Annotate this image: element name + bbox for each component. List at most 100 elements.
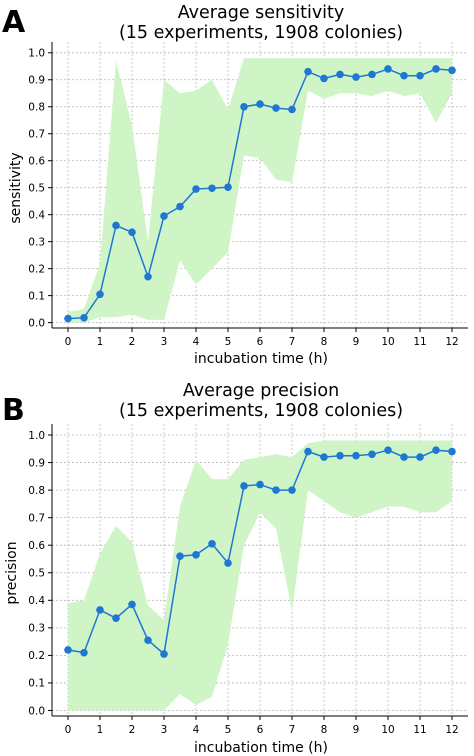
panel-b-y-tick-label: 0.7 (28, 512, 45, 524)
panel-a-x-tick-label: 0 (65, 336, 72, 348)
panel-b-ylabel: precision (4, 541, 20, 604)
panel-a-data-point (336, 70, 344, 79)
panel-b-x-tick-label: 10 (381, 724, 394, 736)
panel-b-y-tick-label: 0.4 (28, 595, 45, 607)
panel-b-data-point (352, 451, 360, 460)
panel-b-data-point (176, 552, 184, 561)
panel-b-y-tick-label: 0.8 (28, 485, 45, 497)
panel-b-data-point (304, 447, 312, 456)
panel-a-range-band (68, 58, 452, 323)
panel-a-data-point (368, 70, 376, 79)
panel-a-x-tick-label: 8 (321, 336, 328, 348)
panel-a-data-point (256, 100, 264, 108)
panel-b-data-point (320, 453, 328, 461)
panel-a-data-point (208, 184, 216, 193)
panel-b: B Average precision (15 experiments, 190… (2, 381, 468, 756)
panel-b-data-point (208, 540, 216, 548)
panel-a-data-point (272, 104, 280, 112)
panel-a-data-point (416, 71, 424, 80)
panel-b-y-tick-label: 0.0 (28, 705, 45, 717)
panel-a-data-point (400, 71, 408, 80)
panel-b-x-tick-label: 11 (413, 724, 426, 736)
panel-b-data-point (256, 480, 264, 489)
panel-a-y-tick-label: 0.6 (28, 156, 45, 168)
panel-a-y-tick-label: 0.2 (28, 263, 45, 275)
panel-a-data-point (352, 73, 360, 81)
panel-b-data-point (128, 600, 136, 609)
panel-a-x-tick-label: 11 (413, 336, 426, 348)
panel-a-x-tick-label: 2 (129, 336, 136, 348)
panel-b-data-point (336, 451, 344, 460)
panel-a-data-point (144, 272, 152, 281)
panel-b-label: B (2, 393, 25, 428)
panel-b-x-tick-label: 2 (129, 724, 136, 736)
panel-b-title: Average precision (183, 381, 339, 401)
panel-a-data-point (80, 313, 88, 322)
panel-b-x-tick-label: 6 (257, 724, 264, 736)
panel-a-y-tick-label: 0.1 (28, 290, 45, 302)
panel-b-y-tick-label: 0.1 (28, 678, 45, 690)
panel-a: A Average sensitivity (15 experiments, 1… (2, 3, 468, 367)
panel-b-data-point (368, 450, 376, 459)
panel-b-data-point (272, 486, 280, 494)
panel-a-y-tick-label: 0.8 (28, 102, 45, 114)
panel-b-data-point (96, 606, 104, 614)
panel-a-x-tick-label: 7 (289, 336, 296, 348)
panel-b-data-point (288, 486, 296, 494)
panel-b-x-tick-label: 7 (289, 724, 296, 736)
panel-b-data-point (432, 446, 440, 454)
panel-b-x-tick-label: 5 (225, 724, 232, 736)
panel-a-xlabel: incubation time (h) (194, 351, 328, 367)
panel-a-y-tick-label: 0.5 (28, 182, 45, 194)
panel-a-ylabel: sensitivity (8, 152, 24, 223)
panel-b-data-point (224, 559, 232, 567)
panel-a-x-tick-label: 12 (445, 336, 458, 348)
panel-b-y-tick-label: 0.5 (28, 568, 45, 580)
panel-a-data-point (112, 221, 120, 230)
panel-b-data-point (160, 650, 168, 658)
panel-a-data-point (176, 202, 184, 211)
panel-a-label: A (2, 5, 26, 40)
panel-b-y-tick-label: 1.0 (28, 430, 45, 442)
panel-b-data-point (448, 447, 456, 456)
panel-a-x-tick-label: 6 (257, 336, 264, 348)
panel-b-data-point (416, 453, 424, 461)
panel-a-data-point (192, 185, 200, 193)
panel-a-data-point (384, 65, 392, 73)
panel-b-x-tick-label: 4 (193, 724, 200, 736)
panel-a-subtitle: (15 experiments, 1908 colonies) (119, 23, 403, 43)
panel-b-x-tick-label: 9 (353, 724, 360, 736)
panel-a-y-tick-label: 0.0 (28, 317, 45, 329)
panel-b-data-point (400, 453, 408, 461)
panel-b-data-point (384, 446, 392, 454)
panel-a-data-point (320, 74, 328, 83)
panel-a-y-tick-label: 1.0 (28, 48, 45, 60)
panel-a-y-tick-label: 0.9 (28, 75, 45, 87)
panel-b-plot: 0 1 2 3 4 5 6 7 8 9 10 11 120.00.10.20.30.40.50.60.7… (28, 424, 468, 736)
panel-b-x-tick-label: 8 (321, 724, 328, 736)
panel-a-data-point (224, 183, 232, 191)
panel-b-y-tick-label: 0.2 (28, 650, 45, 662)
panel-b-subtitle: (15 experiments, 1908 colonies) (119, 401, 403, 421)
panel-a-y-tick-label: 0.3 (28, 236, 45, 248)
panel-b-xlabel: incubation time (h) (194, 740, 328, 756)
panel-a-data-point (160, 212, 168, 220)
panel-a-x-tick-label: 5 (225, 336, 232, 348)
panel-a-data-point (448, 66, 456, 75)
panel-b-data-point (240, 482, 248, 490)
panel-a-x-tick-label: 10 (381, 336, 394, 348)
panel-b-y-tick-label: 0.6 (28, 540, 45, 552)
panel-b-x-tick-label: 0 (65, 724, 72, 736)
panel-b-x-tick-label: 3 (161, 724, 168, 736)
panel-a-data-point (128, 228, 136, 237)
panel-a-y-tick-label: 0.7 (28, 129, 45, 141)
panel-b-data-point (80, 648, 88, 657)
panel-a-x-tick-label: 4 (193, 336, 200, 348)
panel-a-x-tick-label: 1 (97, 336, 104, 348)
panel-b-data-point (64, 646, 72, 654)
panel-b-x-tick-label: 1 (97, 724, 104, 736)
panel-a-title: Average sensitivity (178, 3, 345, 23)
panel-b-y-tick-label: 0.3 (28, 623, 45, 635)
panel-b-data-point (192, 551, 200, 559)
panel-b-y-tick-label: 0.9 (28, 457, 45, 469)
